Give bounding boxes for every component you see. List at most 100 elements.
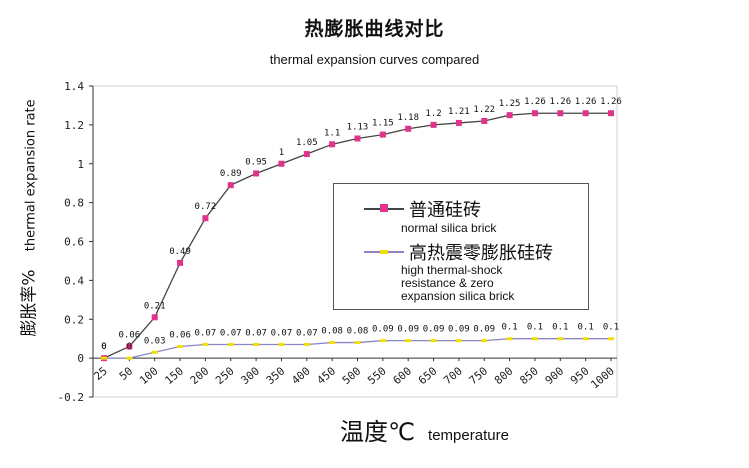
x-tick-label: 50 (117, 364, 136, 382)
y-tick-label: 1.2 (64, 119, 84, 132)
y-tick-label: 1 (77, 158, 84, 171)
data-label-zero-expansion-silica-brick: 0.07 (195, 329, 217, 339)
data-label-zero-expansion-silica-brick: 0.09 (397, 325, 419, 335)
data-label-normal-silica-brick: 1.26 (575, 97, 597, 107)
data-point-zero-expansion-silica-brick (303, 343, 310, 347)
chart-title: 热膨胀曲线对比 (304, 18, 445, 40)
x-tick-label: 800 (492, 364, 516, 387)
x-tick-label: 100 (137, 364, 161, 387)
y-tick-label: 0.2 (64, 313, 84, 326)
data-label-zero-expansion-silica-brick: 0.09 (423, 325, 445, 335)
data-label-normal-silica-brick: 0.06 (119, 330, 141, 340)
x-tick-label: 25 (91, 364, 110, 382)
data-point-normal-silica-brick (531, 110, 538, 117)
data-label-zero-expansion-silica-brick: 0.09 (372, 325, 394, 335)
data-point-zero-expansion-silica-brick (126, 356, 133, 360)
data-label-zero-expansion-silica-brick: 0.1 (552, 323, 568, 333)
data-label-zero-expansion-silica-brick: 0.08 (321, 327, 343, 337)
data-point-zero-expansion-silica-brick (557, 337, 564, 341)
data-point-normal-silica-brick (481, 117, 488, 124)
data-point-normal-silica-brick (506, 112, 513, 119)
data-label-zero-expansion-silica-brick: 0.07 (220, 329, 242, 339)
data-point-normal-silica-brick (608, 110, 614, 117)
data-point-normal-silica-brick (253, 170, 260, 177)
data-label-zero-expansion-silica-brick: 0.1 (527, 323, 543, 333)
data-point-normal-silica-brick (202, 215, 209, 222)
x-tick-label: 400 (289, 364, 313, 387)
data-label-normal-silica-brick: 0.49 (169, 247, 191, 257)
data-label-zero-expansion-silica-brick: 0.1 (603, 323, 619, 333)
x-axis-label-en: temperature (428, 427, 509, 444)
data-label-normal-silica-brick: 1.18 (397, 113, 419, 123)
data-label-zero-expansion-silica-brick: 0.07 (245, 329, 267, 339)
data-label-zero-expansion-silica-brick: 0.1 (578, 323, 594, 333)
data-label-zero-expansion-silica-brick: 0.09 (448, 325, 470, 335)
data-point-normal-silica-brick (455, 119, 462, 126)
data-point-zero-expansion-silica-brick (455, 339, 462, 343)
data-label-zero-expansion-silica-brick: 0.07 (271, 329, 293, 339)
data-point-zero-expansion-silica-brick (506, 337, 513, 341)
x-axis-label: 温度℃ temperature (340, 412, 509, 447)
data-point-normal-silica-brick (430, 121, 437, 128)
y-tick-label: 0.4 (64, 274, 84, 287)
data-point-zero-expansion-silica-brick (379, 339, 386, 343)
legend-label-normal-en: normal silica brick (401, 221, 497, 235)
data-label-normal-silica-brick: 1.15 (372, 119, 394, 129)
data-label-zero-expansion-silica-brick: 0.09 (473, 325, 495, 335)
series-markers (101, 110, 614, 362)
data-point-zero-expansion-silica-brick (405, 339, 412, 343)
data-point-zero-expansion-silica-brick (481, 339, 488, 343)
data-point-normal-silica-brick (151, 314, 158, 321)
legend: 普通硅砖 normal silica brick 高热震零膨胀硅砖 high t… (333, 183, 589, 310)
data-point-zero-expansion-silica-brick (531, 337, 538, 341)
data-point-normal-silica-brick (582, 110, 589, 117)
x-tick-label: 1000 (588, 364, 617, 391)
data-label-normal-silica-brick: 1.26 (524, 97, 546, 107)
y-tick-label: 0 (77, 352, 84, 365)
x-tick-label: 150 (162, 364, 186, 387)
data-point-normal-silica-brick (126, 343, 133, 350)
data-point-zero-expansion-silica-brick (202, 343, 209, 347)
legend-label-zero-expansion-en: high thermal-shock resistance & zero exp… (401, 263, 515, 303)
data-label-normal-silica-brick: 1.22 (473, 105, 495, 115)
legend-label-zero-expansion-cn: 高热震零膨胀硅砖 (409, 243, 553, 264)
data-label-zero-expansion-silica-brick: 0.07 (296, 329, 318, 339)
x-tick-label: 200 (188, 364, 212, 387)
data-point-normal-silica-brick (177, 259, 184, 266)
data-point-zero-expansion-silica-brick (101, 356, 107, 360)
x-tick-label: 350 (264, 364, 288, 387)
data-point-normal-silica-brick (329, 141, 336, 148)
x-tick-label: 500 (340, 364, 364, 387)
data-point-normal-silica-brick (557, 110, 564, 117)
x-tick-label: 850 (517, 364, 541, 387)
y-tick-label: 0.8 (64, 197, 84, 210)
legend-label-normal-cn: 普通硅砖 (409, 200, 481, 221)
data-point-zero-expansion-silica-brick (278, 343, 285, 347)
data-label-zero-expansion-silica-brick: 0 (127, 342, 132, 352)
data-label-normal-silica-brick: 1.13 (347, 122, 369, 132)
x-tick-label: 700 (441, 364, 465, 387)
x-tick-label: 950 (568, 364, 592, 387)
data-point-zero-expansion-silica-brick (329, 341, 336, 345)
data-label-zero-expansion-silica-brick: 0 (101, 342, 106, 352)
data-point-zero-expansion-silica-brick (430, 339, 437, 343)
data-point-zero-expansion-silica-brick (177, 344, 184, 348)
data-point-normal-silica-brick (303, 151, 310, 158)
data-label-normal-silica-brick: 1.21 (448, 107, 470, 117)
legend-marker-normal (380, 204, 388, 212)
y-tick-label: 0.6 (64, 236, 84, 249)
data-label-normal-silica-brick: 1 (279, 148, 284, 158)
data-label-normal-silica-brick: 1.1 (324, 128, 340, 138)
data-label-normal-silica-brick: 1.26 (549, 97, 571, 107)
data-point-normal-silica-brick (227, 182, 234, 189)
data-point-normal-silica-brick (405, 125, 412, 132)
x-tick-label: 600 (391, 364, 415, 387)
data-label-zero-expansion-silica-brick: 0.06 (169, 330, 191, 340)
x-tick-label: 450 (314, 364, 338, 387)
data-point-normal-silica-brick (278, 160, 285, 167)
x-tick-label: 300 (238, 364, 262, 387)
data-label-normal-silica-brick: 1.26 (600, 97, 622, 107)
data-label-normal-silica-brick: 1.2 (425, 109, 441, 119)
y-tick-label: 1.4 (64, 80, 84, 93)
x-tick-label: 550 (365, 364, 389, 387)
